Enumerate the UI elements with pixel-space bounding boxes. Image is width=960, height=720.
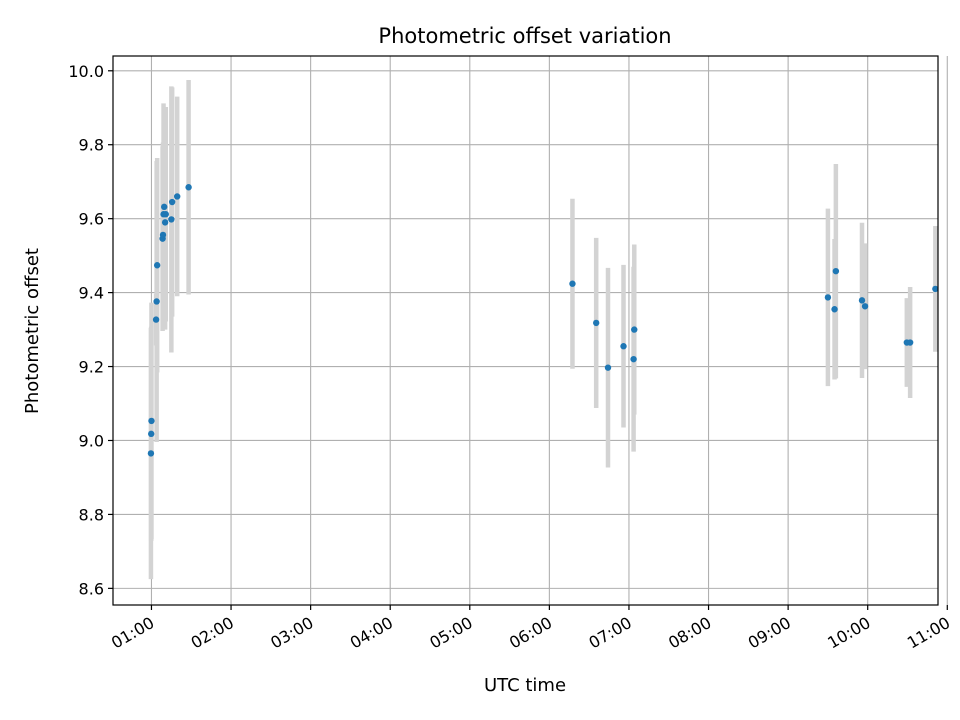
data-point: [858, 297, 866, 304]
y-axis-ticks: 8.6 8.8 9.0 9.2 9.4 9.6 9.8 10.0: [68, 62, 113, 598]
data-point: [630, 355, 637, 363]
data-point: [147, 430, 155, 438]
y-axis-label: Photometric offset: [22, 248, 43, 414]
x-tick-label: 07:00: [586, 613, 635, 653]
data-points: [147, 184, 939, 457]
data-point: [824, 294, 832, 301]
data-point: [831, 306, 838, 313]
y-tick-label: 9.4: [79, 284, 104, 303]
data-point: [906, 339, 914, 346]
x-tick-label: 01:00: [108, 613, 157, 653]
x-tick-label: 05:00: [426, 613, 475, 653]
data-point: [592, 319, 600, 327]
x-tick-label: 08:00: [665, 613, 714, 653]
y-tick-label: 8.8: [79, 505, 104, 524]
data-point: [147, 450, 155, 457]
plot-area-frame: [112, 55, 939, 606]
x-tick-label: 04:00: [347, 613, 396, 653]
data-point: [168, 198, 176, 206]
data-point: [620, 343, 627, 350]
data-point: [153, 298, 160, 305]
error-bars: [148, 80, 938, 580]
data-point: [162, 211, 169, 218]
x-tick-label: 06:00: [506, 613, 555, 653]
data-point: [631, 326, 638, 333]
y-tick-label: 8.6: [79, 579, 104, 598]
grid: [113, 56, 948, 605]
data-point: [152, 316, 160, 323]
data-point: [153, 262, 161, 269]
y-tick-label: 10.0: [68, 62, 104, 81]
x-tick-label: 09:00: [745, 613, 794, 653]
x-axis-label: UTC time: [484, 675, 566, 696]
data-point: [932, 285, 939, 293]
y-tick-label: 9.6: [79, 210, 104, 229]
data-point: [173, 193, 181, 200]
data-point: [148, 417, 155, 425]
data-point: [185, 184, 192, 191]
chart-title: Photometric offset variation: [378, 24, 671, 48]
y-tick-label: 9.0: [79, 431, 104, 450]
data-point: [861, 303, 869, 310]
data-point: [160, 203, 168, 211]
x-tick-label: 02:00: [188, 613, 237, 653]
x-tick-label: 03:00: [267, 613, 316, 653]
data-point: [604, 364, 612, 371]
data-point: [161, 219, 169, 226]
data-point: [168, 216, 175, 223]
data-point: [159, 231, 167, 239]
x-tick-label: 10:00: [824, 613, 873, 653]
data-point: [832, 267, 840, 275]
x-axis-ticks: 01:00 02:00 03:00 04:00 05:00 06:00 07:00 08:00…: [108, 605, 953, 653]
data-point: [569, 280, 576, 287]
x-tick-label: 11:00: [904, 613, 953, 653]
y-tick-label: 9.8: [79, 136, 104, 155]
y-tick-label: 9.2: [79, 358, 104, 377]
